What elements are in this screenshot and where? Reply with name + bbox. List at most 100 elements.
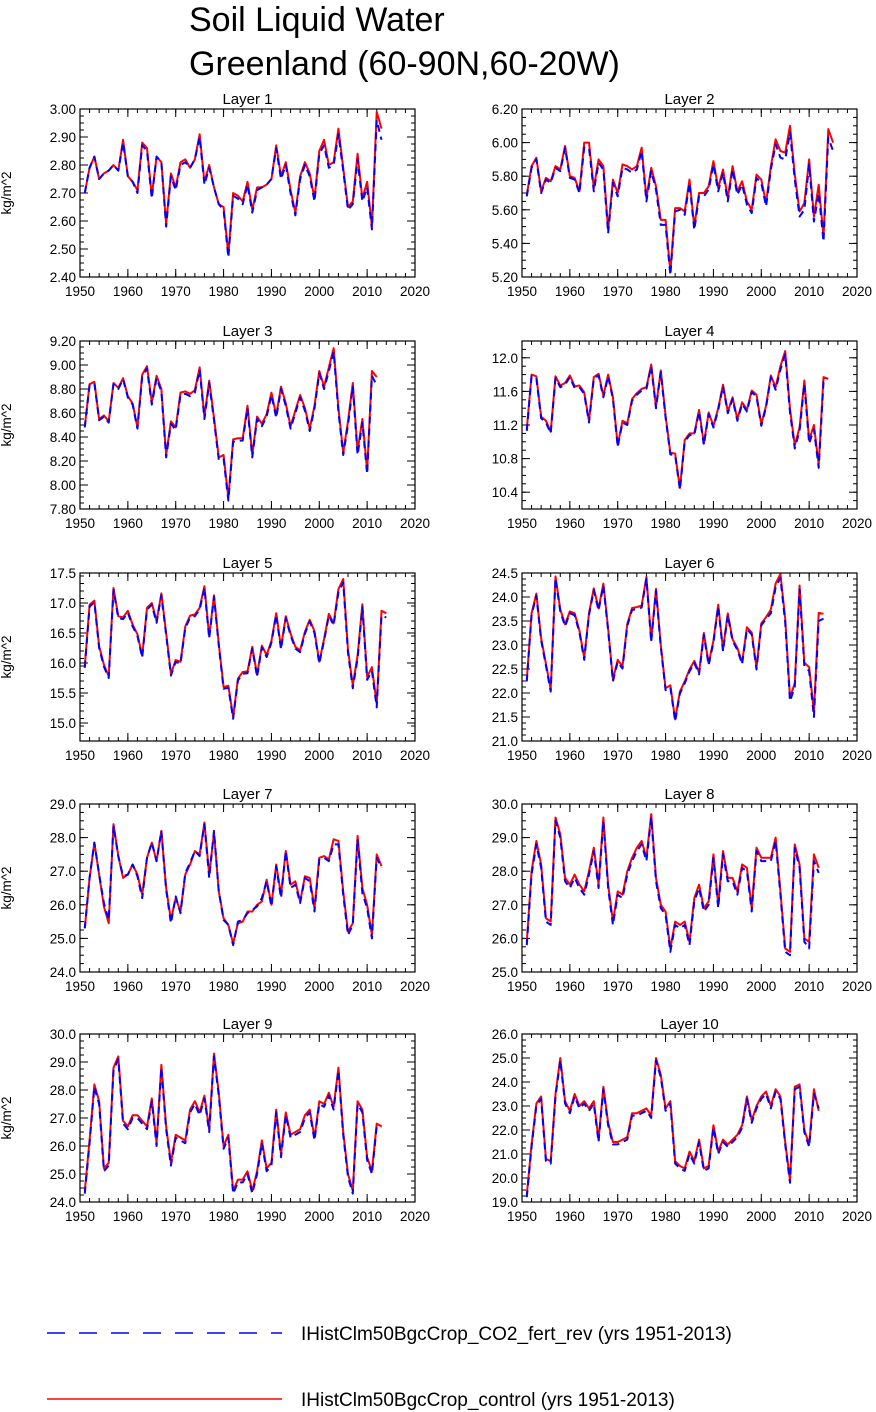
- x-tick-label: 1960: [113, 979, 143, 994]
- x-tick-label: 1950: [65, 748, 95, 763]
- x-tick-label: 2010: [794, 979, 824, 994]
- y-tick-label: 7.80: [50, 502, 76, 517]
- x-tick-label: 2020: [842, 1209, 872, 1224]
- y-tick-label: 8.80: [50, 382, 76, 397]
- y-tick-label: 2.50: [50, 242, 76, 257]
- x-tick-label: 1950: [507, 1209, 537, 1224]
- y-tick-label: 24.0: [50, 965, 76, 980]
- y-tick-label: 16.5: [50, 626, 76, 641]
- series-line-control: [525, 813, 820, 953]
- plot-frame: [521, 572, 858, 742]
- x-tick-label: 1950: [507, 979, 537, 994]
- panel-title: Layer 1: [222, 91, 272, 108]
- y-tick-label: 23.5: [492, 614, 518, 629]
- y-axis-label: kg/m^2: [0, 866, 14, 909]
- x-tick-label: 1990: [256, 1209, 286, 1224]
- x-tick-label: 2020: [400, 1209, 430, 1224]
- plot-frame: [79, 340, 416, 510]
- x-tick-label: 1960: [113, 284, 143, 299]
- y-axis-label: kg/m^2: [0, 635, 14, 678]
- y-tick-label: 8.20: [50, 454, 76, 469]
- x-tick-label: 1980: [209, 1209, 239, 1224]
- series-line-control: [83, 821, 383, 945]
- x-tick-label: 1970: [161, 748, 191, 763]
- panel-title: Layer 7: [222, 786, 272, 803]
- panel-grid: Layer 1 1950 1960 1970 1980 1990 2000 2010 2020 2…: [0, 91, 872, 1224]
- y-tick-label: 22.5: [492, 662, 518, 677]
- y-tick-label: 3.00: [50, 102, 76, 117]
- x-tick-label: 1950: [65, 516, 95, 531]
- y-tick-label: 26.0: [50, 1139, 76, 1154]
- x-tick-label: 1970: [603, 516, 633, 531]
- legend-label-control: IHistClm50BgcCrop_control (yrs 1951-2013…: [301, 1390, 675, 1411]
- panel-layer-10: Layer 10 1950 1960 1970 1980 1990 2000 2010 2020…: [492, 1016, 872, 1224]
- x-tick-label: 2010: [352, 284, 382, 299]
- y-tick-label: 5.80: [492, 169, 518, 184]
- y-tick-label: 27.0: [50, 864, 76, 879]
- x-tick-label: 1990: [256, 516, 286, 531]
- x-tick-label: 1980: [651, 1209, 681, 1224]
- x-tick-label: 2000: [304, 1209, 334, 1224]
- x-tick-label: 1990: [698, 516, 728, 531]
- x-tick-label: 2000: [746, 979, 776, 994]
- x-tick-label: 1950: [507, 748, 537, 763]
- y-tick-label: 23.0: [492, 1099, 518, 1114]
- panel-layer-6: Layer 6 1950 1960 1970 1980 1990 2000 2010 2020 2…: [492, 555, 872, 763]
- series-line-co2-fert-rev: [83, 581, 387, 720]
- y-tick-label: 28.0: [50, 831, 76, 846]
- y-tick-label: 12.0: [492, 351, 518, 366]
- plot-frame: [79, 108, 416, 278]
- y-tick-label: 11.2: [493, 418, 518, 433]
- y-tick-label: 24.0: [492, 590, 518, 605]
- y-tick-label: 22.0: [492, 1123, 518, 1138]
- x-tick-label: 1960: [113, 748, 143, 763]
- x-tick-label: 1950: [65, 284, 95, 299]
- x-tick-label: 1980: [651, 516, 681, 531]
- x-tick-label: 2000: [304, 979, 334, 994]
- y-tick-label: 6.00: [492, 136, 518, 151]
- panel-title: Layer 10: [660, 1016, 718, 1033]
- y-tick-label: 5.40: [492, 236, 518, 251]
- y-tick-label: 5.60: [492, 203, 518, 218]
- y-tick-label: 25.0: [492, 1051, 518, 1066]
- y-tick-label: 26.0: [492, 931, 518, 946]
- y-tick-label: 28.0: [50, 1083, 76, 1098]
- x-tick-label: 2000: [304, 284, 334, 299]
- plot-frame: [79, 1033, 416, 1203]
- y-tick-label: 27.0: [492, 898, 518, 913]
- x-tick-label: 1960: [113, 516, 143, 531]
- y-tick-label: 25.0: [50, 931, 76, 946]
- panel-title: Layer 3: [222, 323, 272, 340]
- figure-title-line-1: Soil Liquid Water: [189, 1, 445, 39]
- series-line-co2-fert-rev: [83, 350, 378, 502]
- plot-frame: [79, 803, 416, 973]
- x-tick-label: 1970: [161, 979, 191, 994]
- y-tick-label: 28.0: [492, 864, 518, 879]
- x-tick-label: 2000: [304, 748, 334, 763]
- x-tick-label: 2020: [842, 284, 872, 299]
- y-tick-label: 29.0: [50, 797, 76, 812]
- y-tick-label: 30.0: [492, 797, 518, 812]
- y-tick-label: 29.0: [50, 1055, 76, 1070]
- series-line-co2-fert-rev: [525, 1059, 820, 1198]
- series-line-control: [83, 347, 378, 500]
- x-tick-label: 1960: [555, 748, 585, 763]
- y-tick-label: 30.0: [50, 1027, 76, 1042]
- y-tick-label: 2.70: [50, 186, 76, 201]
- plot-frame: [521, 803, 858, 973]
- panel-layer-1: Layer 1 1950 1960 1970 1980 1990 2000 2010 2020 2…: [0, 91, 430, 299]
- x-tick-label: 2020: [400, 979, 430, 994]
- x-tick-label: 2010: [794, 284, 824, 299]
- y-tick-label: 2.60: [50, 214, 76, 229]
- panel-title: Layer 2: [664, 91, 714, 108]
- x-tick-label: 2020: [842, 516, 872, 531]
- y-axis-label: kg/m^2: [0, 1096, 14, 1139]
- y-tick-label: 10.8: [492, 452, 518, 467]
- y-tick-label: 9.20: [50, 334, 76, 349]
- x-tick-label: 1990: [256, 284, 286, 299]
- x-tick-label: 2020: [400, 516, 430, 531]
- x-tick-label: 1960: [555, 284, 585, 299]
- panel-layer-4: Layer 4 1950 1960 1970 1980 1990 2000 2010 2020 1…: [492, 323, 872, 531]
- legend-label-co2-fert-rev: IHistClm50BgcCrop_CO2_fert_rev (yrs 1951…: [301, 1324, 732, 1345]
